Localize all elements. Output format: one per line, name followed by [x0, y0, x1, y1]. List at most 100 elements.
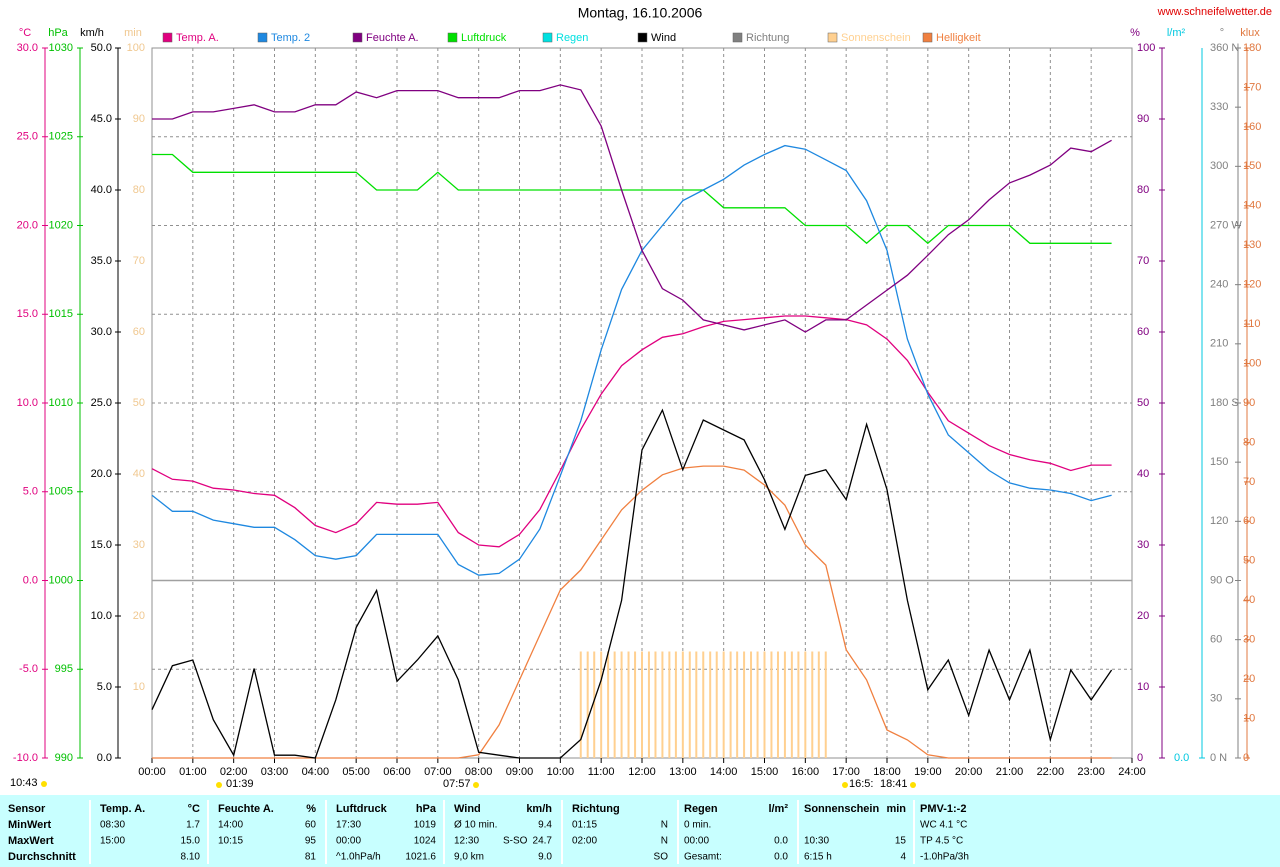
y-tick-label: 1020 — [49, 219, 73, 231]
legend-label: Feuchte A. — [366, 32, 419, 44]
table-cell: 0.0 — [774, 836, 788, 847]
axis-unit: km/h — [80, 27, 104, 39]
y-tick-label: 150 — [1243, 160, 1261, 172]
legend-label: Wind — [651, 32, 676, 44]
y-tick-label: 1025 — [49, 131, 73, 143]
x-tick-label: 18:00 — [873, 766, 901, 778]
legend-swatch — [162, 32, 173, 43]
y-tick-label: 30 — [133, 539, 145, 551]
x-tick-label: 15:00 — [751, 766, 779, 778]
y-tick-label: 80 — [1137, 184, 1149, 196]
table-cell: Sensor — [8, 803, 46, 815]
table-cell: 81 — [305, 852, 317, 863]
x-tick-label: 06:00 — [383, 766, 411, 778]
table-cell: MinWert — [8, 819, 52, 831]
y-tick-label: 70 — [133, 255, 145, 267]
legend-swatch — [447, 32, 458, 43]
annotation: 18:41 — [880, 778, 908, 790]
series-line — [151, 408, 1113, 759]
y-tick-label: 15.0 — [17, 308, 38, 320]
x-tick-label: 07:00 — [424, 766, 452, 778]
series-line — [152, 84, 1112, 333]
y-tick-label: 995 — [55, 663, 73, 675]
x-tick-label: 05:00 — [342, 766, 370, 778]
table-cell: 14:00 — [218, 820, 243, 831]
y-tick-label: 140 — [1243, 200, 1261, 212]
y-tick-label: 45.0 — [91, 113, 112, 125]
y-tick-label: 100 — [1137, 42, 1155, 54]
table-cell: % — [306, 803, 316, 815]
table-cell: ^1.0hPa/h — [336, 852, 381, 863]
y-tick-label: 20.0 — [17, 219, 38, 231]
y-tick-label: 10 — [133, 681, 145, 693]
legend-swatch — [637, 32, 648, 43]
y-tick-label: 300 — [1210, 160, 1228, 172]
table-cell: min — [886, 803, 906, 815]
table-cell: °C — [188, 803, 200, 815]
x-tick-label: 02:00 — [220, 766, 248, 778]
legend-label: Regen — [556, 32, 588, 44]
table-cell: 4 — [900, 852, 906, 863]
y-tick-label: 240 — [1210, 279, 1228, 291]
table-cell: N — [661, 820, 668, 831]
y-tick-label: 10.0 — [91, 610, 112, 622]
table-cell: 17:30 — [336, 820, 361, 831]
y-tick-label: 110 — [1243, 318, 1261, 330]
table-cell: Regen — [684, 803, 718, 815]
annotation: 07:57 — [443, 778, 471, 790]
table-cell: 1024 — [414, 836, 437, 847]
x-tick-label: 22:00 — [1037, 766, 1065, 778]
legend-label: Luftdruck — [461, 32, 507, 44]
table-cell: 95 — [305, 836, 317, 847]
table-cell: km/h — [526, 803, 552, 815]
y-tick-label: 360 N — [1210, 42, 1239, 54]
y-tick-label: 40 — [133, 468, 145, 480]
table-cell: 60 — [305, 820, 317, 831]
sun-marker — [473, 782, 479, 788]
y-tick-label: -5.0 — [19, 663, 38, 675]
chart-title: Montag, 16.10.2006 — [578, 5, 703, 21]
x-tick-label: 24:00 — [1118, 766, 1146, 778]
y-tick-label: 10 — [1137, 681, 1149, 693]
sun-marker — [216, 782, 222, 788]
y-tick-label: 100 — [1243, 357, 1261, 369]
x-tick-label: 00:00 — [138, 766, 166, 778]
axis-unit: l/m² — [1167, 27, 1186, 39]
y-tick-label: 80 — [133, 184, 145, 196]
legend-swatch — [352, 32, 363, 43]
series-line — [151, 144, 1112, 576]
y-tick-label: 330 — [1210, 101, 1228, 113]
table-cell: Gesamt: — [684, 852, 722, 863]
table-cell: S-SO — [503, 836, 528, 847]
table-cell: 02:00 — [572, 836, 597, 847]
table-cell: 10:15 — [218, 836, 243, 847]
sun-marker — [910, 782, 916, 788]
table-cell: 6:15 h — [804, 852, 832, 863]
annotation: 16:5: — [849, 778, 873, 790]
y-tick-label: 990 — [55, 752, 73, 764]
table-cell: 10:30 — [804, 836, 829, 847]
x-tick-label: 09:00 — [506, 766, 534, 778]
axis-unit: % — [1130, 27, 1140, 39]
table-cell: Ø 10 min. — [454, 820, 497, 831]
x-tick-label: 23:00 — [1077, 766, 1105, 778]
y-tick-label: 70 — [1137, 255, 1149, 267]
x-tick-label: 12:00 — [628, 766, 656, 778]
y-tick-label: 60 — [133, 326, 145, 338]
y-tick-label: 180 S — [1210, 397, 1239, 409]
x-tick-label: 03:00 — [261, 766, 289, 778]
y-tick-label: 270 W — [1210, 219, 1242, 231]
axis-unit: °C — [19, 27, 31, 39]
legend-label: Sonnenschein — [841, 32, 911, 44]
y-tick-label: 5.0 — [23, 486, 38, 498]
annotation: 01:39 — [226, 778, 254, 790]
y-tick-label: 150 — [1210, 456, 1228, 468]
legend-swatch — [257, 32, 268, 43]
y-tick-label: 30.0 — [17, 42, 38, 54]
y-tick-label: 25.0 — [91, 397, 112, 409]
table-cell: 15:00 — [100, 836, 125, 847]
table-cell: 00:00 — [336, 836, 361, 847]
source: www.schneifelwetter.de — [1157, 6, 1272, 18]
table-cell: N — [661, 836, 668, 847]
